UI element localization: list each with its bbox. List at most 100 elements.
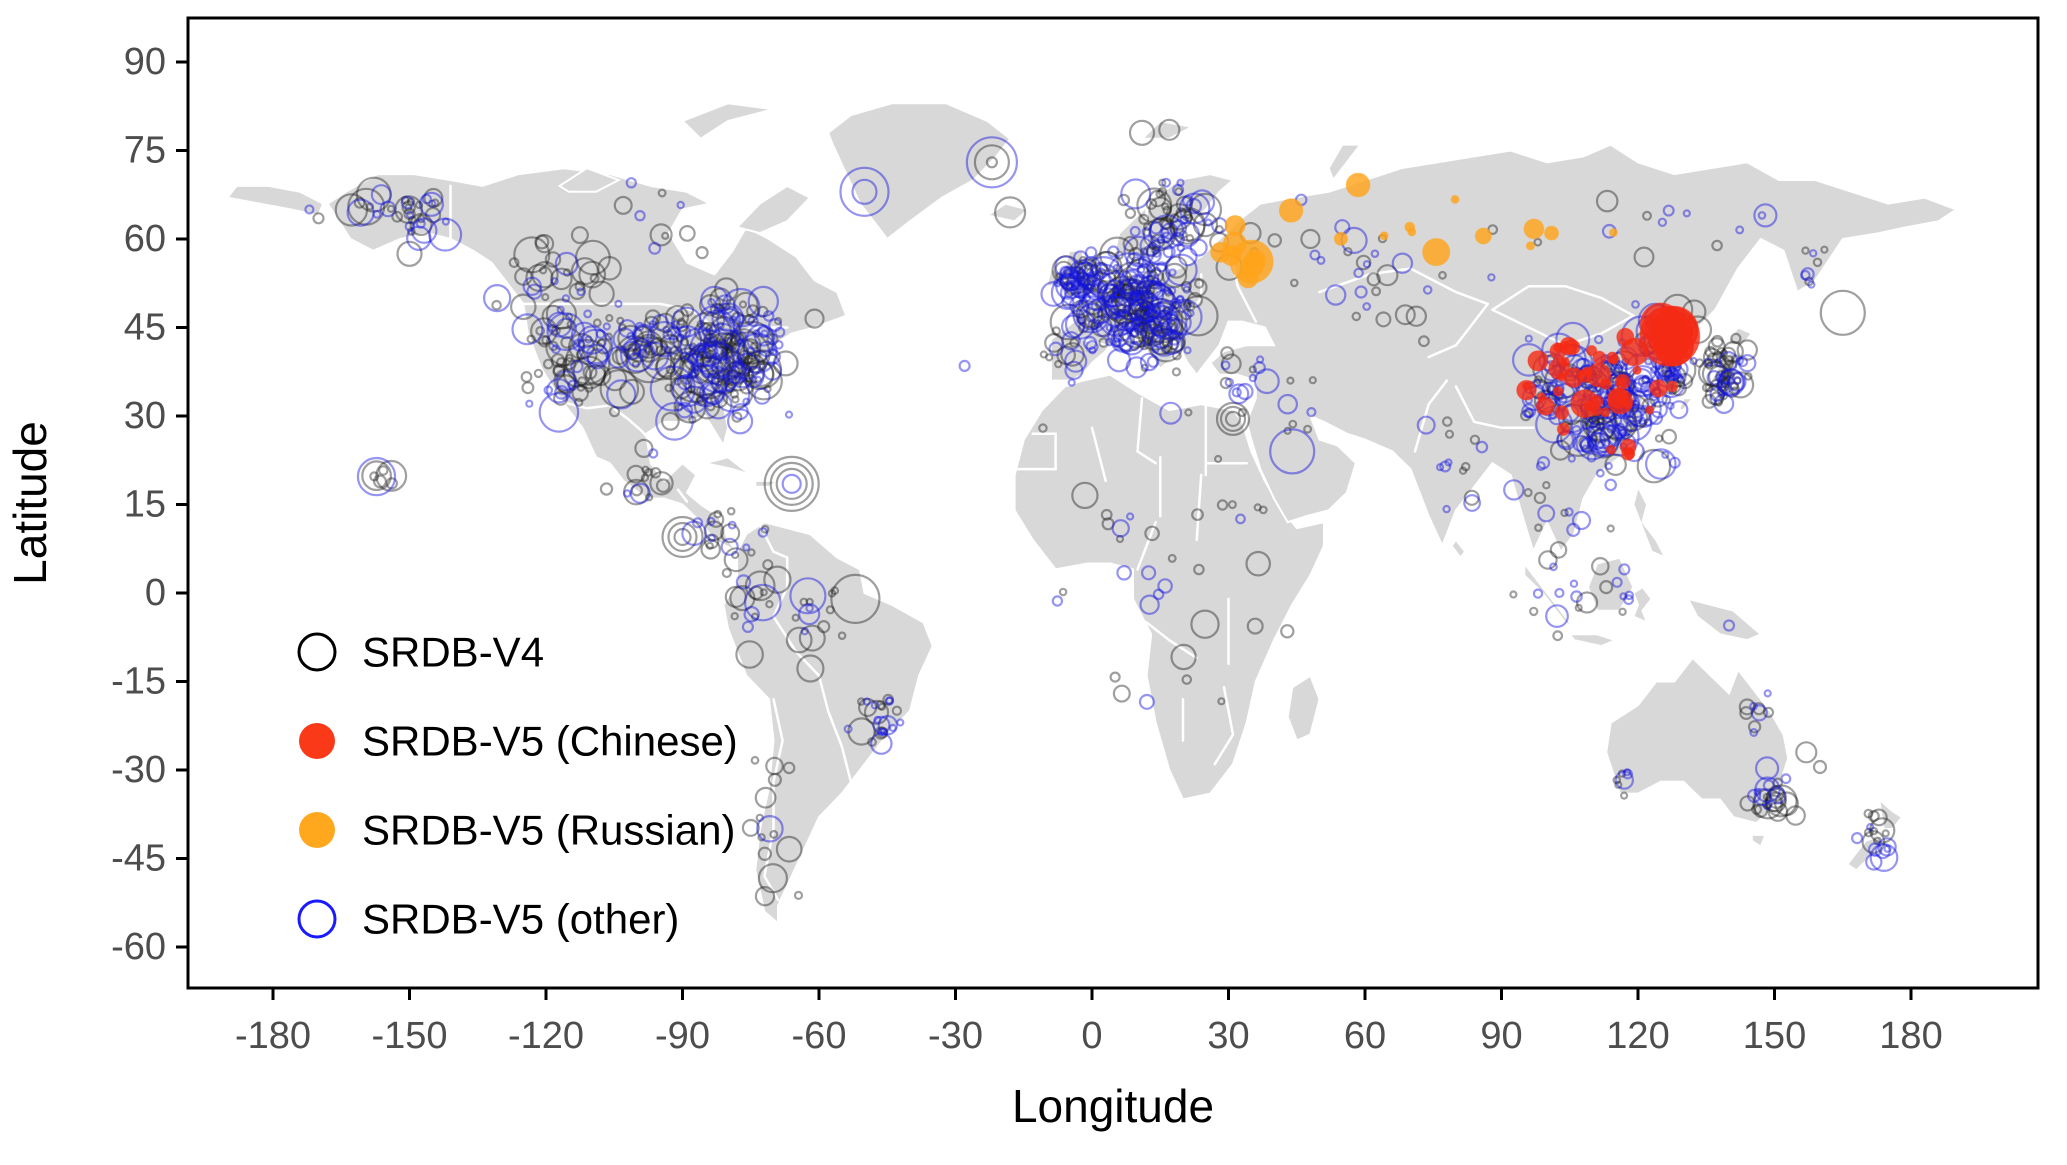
data-point-v4 [1730,386,1740,395]
data-point-other [734,372,744,381]
data-point-v4 [1103,283,1145,325]
data-point-v4 [589,273,600,284]
data-point-v4 [1863,827,1874,838]
data-point-other [1081,274,1097,290]
data-point-v4 [1219,376,1232,390]
data-point-v4 [1160,317,1184,341]
data-point-v4 [1704,383,1714,393]
data-point-v4 [1117,270,1133,286]
data-point-other [1095,267,1107,278]
data-point-other [550,277,559,286]
data-point-chinese [1516,379,1537,401]
data-point-v4 [1697,358,1727,387]
data-point-other [1754,756,1780,781]
data-point-v4 [552,390,569,406]
data-point-v4 [680,303,695,318]
data-point-v4 [1705,361,1714,370]
landmass-ireland [1045,267,1066,288]
data-point-v4 [1727,370,1736,379]
data-point-v4 [1863,808,1874,819]
data-point-v4 [550,267,573,291]
data-point-v4 [1245,550,1271,577]
data-point-v4 [552,365,566,379]
data-point-other [1762,779,1775,792]
data-point-other [1096,308,1108,320]
data-point-other [1255,355,1265,364]
data-point-v4 [1148,216,1176,244]
data-point-other [1059,273,1076,290]
data-point-v4 [576,376,588,387]
data-point-v4 [856,697,866,706]
data-point-v4 [747,365,766,383]
data-point-v4 [1082,286,1092,296]
data-point-russian [1523,218,1545,240]
data-point-v4 [690,364,711,384]
data-point-other [1575,425,1611,461]
data-point-v4 [668,345,683,361]
data-point-other [695,340,736,380]
data-point-v4 [1767,801,1789,822]
data-point-v4 [1062,280,1074,291]
data-point-v4 [1055,272,1064,281]
data-point-v4 [564,338,611,385]
data-point-v4 [1071,299,1091,319]
data-point-other [1545,604,1569,628]
data-point-other [1673,373,1683,383]
data-point-other [757,324,771,338]
data-point-other [629,482,651,504]
data-point-v4 [1730,332,1742,344]
data-point-v4 [1099,236,1136,273]
data-point-v4 [1762,706,1775,719]
data-point-v4 [1065,276,1081,292]
data-point-v4 [386,204,396,213]
data-point-v4 [407,215,417,225]
data-point-other [869,732,893,755]
data-point-v4 [773,316,783,326]
data-point-v4 [703,354,713,363]
data-point-other [1069,271,1078,280]
data-point-v4 [1612,775,1622,785]
data-point-other [1106,348,1132,373]
data-point-v4 [674,403,684,412]
data-point-v4 [711,356,732,377]
data-point-v4 [1215,401,1251,436]
data-point-other [753,387,771,405]
data-point-v4 [1039,350,1048,359]
data-point-v4 [793,890,804,901]
x-tick-label: -120 [508,1015,584,1057]
data-point-other [805,603,814,613]
data-point-v4 [1185,233,1195,243]
data-point-v4 [1112,277,1142,307]
data-point-v4 [1183,210,1192,220]
data-point-v4 [545,298,578,330]
data-point-other [1599,416,1640,457]
data-point-other [724,380,736,392]
data-point-v4 [655,478,671,493]
data-point-other [724,305,740,322]
data-point-other [623,489,632,498]
data-point-other [1874,843,1891,860]
data-point-v4 [1140,319,1167,347]
data-point-other [1673,369,1682,378]
data-point-v4 [713,277,739,302]
data-point-other [1150,325,1175,349]
data-point-v4 [1051,326,1061,336]
data-point-v4 [541,335,551,345]
data-point-other [586,348,609,370]
data-point-other [1061,295,1075,309]
data-point-v4 [723,330,747,353]
data-point-other [649,365,696,412]
data-point-v4 [686,356,731,400]
legend: SRDB-V4 SRDB-V5 (Chinese) SRDB-V5 (Russi… [297,629,738,943]
data-point-other [662,329,674,341]
data-point-v4 [1071,481,1099,510]
data-point-other [554,251,579,276]
data-point-other [1354,285,1368,299]
data-point-v4 [1073,261,1087,274]
data-point-v4 [754,786,777,809]
data-point-other [646,320,683,358]
x-tick-label: 90 [1480,1015,1522,1057]
data-point-v4 [1180,280,1193,293]
country-border [772,615,853,784]
data-point-v4 [791,613,800,622]
